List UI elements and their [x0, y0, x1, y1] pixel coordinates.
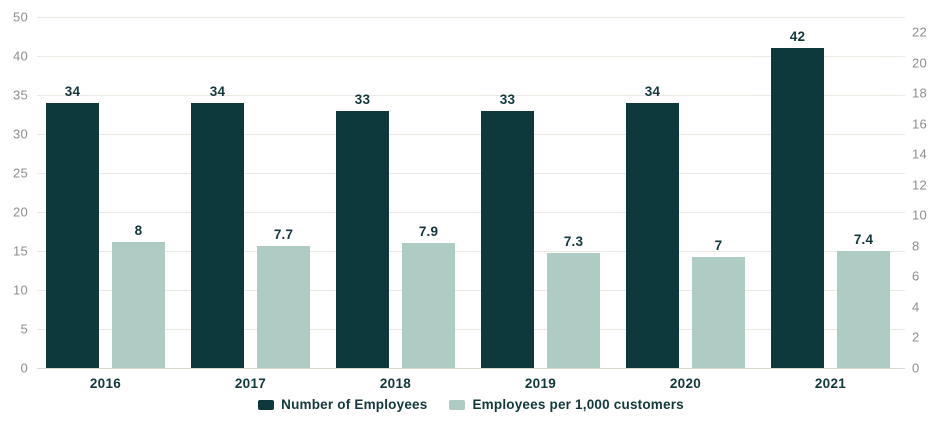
- legend-item-employees: Number of Employees: [258, 397, 427, 412]
- bar-value-label: 7: [714, 238, 723, 254]
- left-axis-tick-label: 5: [20, 321, 28, 337]
- legend-label-employees: Number of Employees: [281, 397, 428, 412]
- bar-per-1000-customers: [402, 243, 455, 368]
- x-axis-year-label: 2020: [669, 376, 702, 391]
- bar-per-1000-customers: [257, 246, 310, 368]
- x-axis-year-label: 2021: [814, 376, 847, 391]
- gridline: [37, 251, 905, 252]
- legend-label-per-1000-customers: Employees per 1,000 customers: [472, 397, 684, 412]
- bar-per-1000-customers: [112, 241, 165, 368]
- bar-employees: [336, 110, 389, 368]
- legend-item-per-1000-customers: Employees per 1,000 customers: [449, 397, 684, 412]
- bar-value-label: 34: [644, 83, 661, 99]
- left-axis-tick-label: 40: [12, 48, 28, 64]
- chart-legend: Number of Employees Employees per 1,000 …: [37, 397, 905, 412]
- left-axis-tick-label: 50: [12, 9, 28, 25]
- bar-employees: [191, 102, 244, 368]
- bar-value-label: 7.9: [418, 224, 439, 240]
- bar-value-label: 33: [354, 91, 371, 107]
- gridline: [37, 56, 905, 57]
- bar-per-1000-customers: [547, 252, 600, 368]
- bar-value-label: 8: [134, 222, 143, 238]
- x-axis-year-label: 2017: [234, 376, 267, 391]
- bar-employees: [46, 102, 99, 368]
- legend-swatch-employees: [258, 399, 275, 410]
- right-axis-tick-label: 14: [912, 146, 928, 162]
- bar-value-label: 7.4: [853, 232, 874, 248]
- gridline: [37, 368, 905, 369]
- gridline: [37, 95, 905, 96]
- x-axis-year-label: 2016: [89, 376, 122, 391]
- left-axis-tick-label: 20: [12, 204, 28, 220]
- right-axis-tick-label: 4: [912, 299, 920, 315]
- right-axis-tick-label: 22: [912, 24, 928, 40]
- left-axis-tick-label: 25: [12, 165, 28, 181]
- bar-value-label: 7.3: [563, 233, 584, 249]
- bar-value-label: 42: [789, 29, 806, 45]
- right-axis-tick-label: 20: [912, 55, 928, 70]
- right-axis-tick-label: 10: [912, 207, 928, 223]
- bar-value-label: 34: [209, 83, 226, 99]
- right-axis-tick-label: 8: [912, 238, 920, 254]
- x-axis-year-label: 2018: [379, 376, 412, 391]
- left-axis-tick-label: 10: [12, 282, 28, 298]
- left-axis-tick-label: 35: [12, 87, 28, 103]
- right-axis-tick-label: 18: [912, 85, 928, 101]
- bar-employees: [481, 110, 534, 368]
- right-axis-tick-label: 0: [912, 360, 920, 376]
- gridline: [37, 212, 905, 213]
- bar-value-label: 33: [499, 91, 516, 107]
- left-axis-tick-label: 30: [12, 126, 28, 142]
- gridline: [37, 329, 905, 330]
- bar-per-1000-customers: [837, 251, 890, 368]
- gridline: [37, 173, 905, 174]
- gridline: [37, 290, 905, 291]
- x-axis-year-label: 2019: [524, 376, 557, 391]
- gridline: [37, 17, 905, 18]
- right-axis-tick-label: 6: [912, 268, 920, 284]
- left-axis-tick-label: 15: [12, 243, 28, 259]
- right-axis-tick-label: 2: [912, 329, 920, 345]
- right-axis-tick-label: 12: [912, 177, 928, 193]
- bar-employees: [771, 48, 824, 368]
- bar-employees: [626, 102, 679, 368]
- left-axis-tick-label: 0: [20, 360, 28, 376]
- right-axis-tick-label: 16: [912, 116, 928, 132]
- bar-value-label: 34: [64, 83, 81, 99]
- gridline: [37, 134, 905, 135]
- legend-swatch-per-1000-customers: [449, 399, 466, 410]
- bar-per-1000-customers: [692, 257, 745, 368]
- bar-value-label: 7.7: [273, 227, 294, 243]
